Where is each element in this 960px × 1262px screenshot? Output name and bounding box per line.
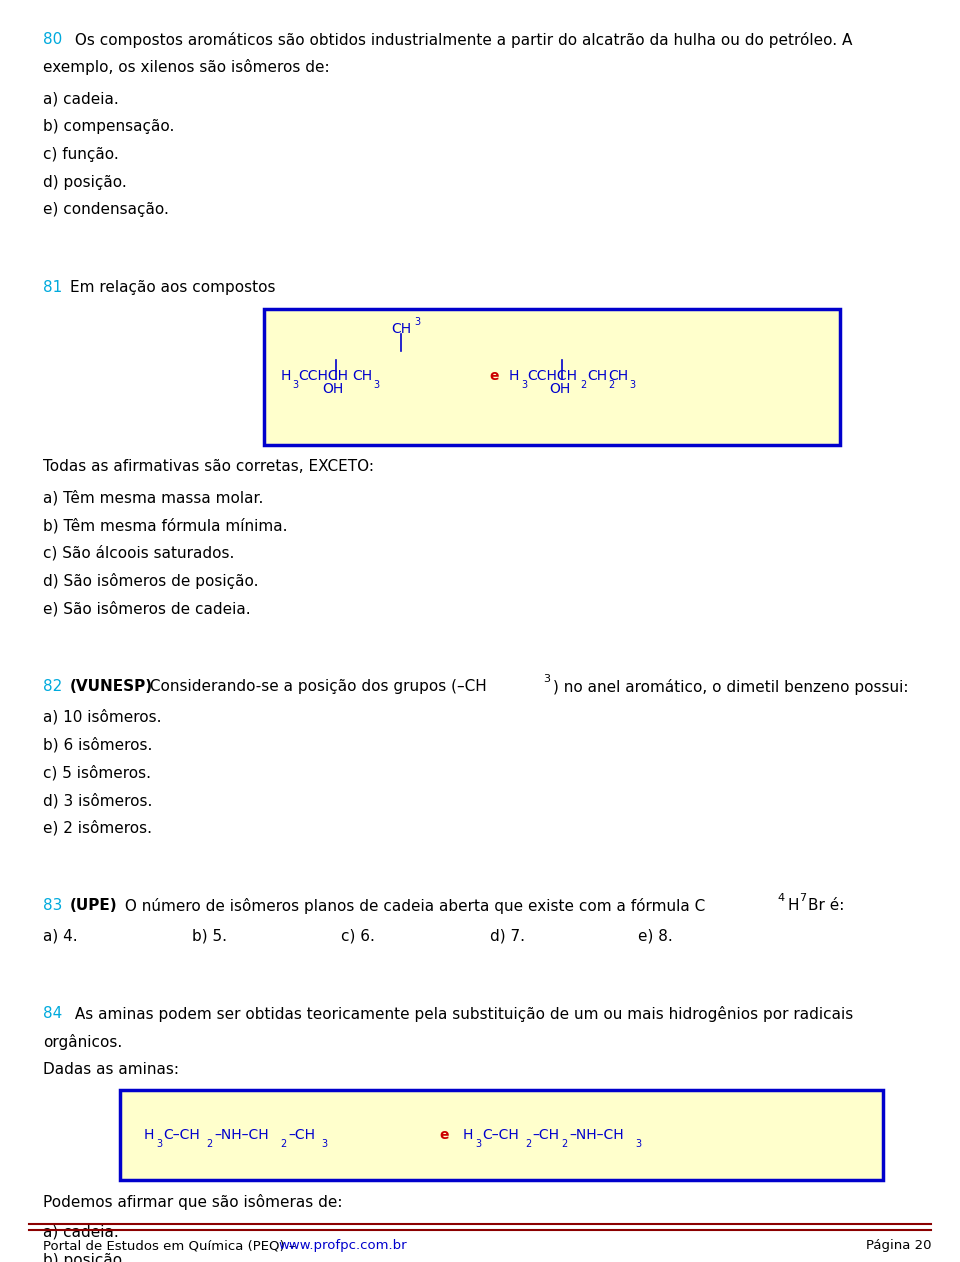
Text: 2: 2: [580, 380, 587, 390]
Text: O número de isômeros planos de cadeia aberta que existe com a fórmula C: O número de isômeros planos de cadeia ab…: [120, 899, 706, 914]
Text: 82: 82: [43, 679, 62, 694]
FancyBboxPatch shape: [120, 1089, 883, 1180]
Text: Em relação aos compostos: Em relação aos compostos: [70, 280, 276, 295]
Text: Todas as afirmativas são corretas, EXCETO:: Todas as afirmativas são corretas, EXCET…: [43, 459, 374, 475]
Text: Dadas as aminas:: Dadas as aminas:: [43, 1061, 180, 1076]
Text: (VUNESP): (VUNESP): [70, 679, 154, 694]
Text: 83: 83: [43, 899, 62, 912]
Text: d) posição.: d) posição.: [43, 174, 127, 189]
Text: 3: 3: [543, 674, 550, 684]
Text: b) 6 isômeros.: b) 6 isômeros.: [43, 737, 153, 752]
Text: H: H: [509, 369, 519, 384]
Text: www.profpc.com.br: www.profpc.com.br: [278, 1239, 407, 1252]
Text: 84: 84: [43, 1006, 62, 1021]
Text: 2: 2: [206, 1138, 213, 1148]
Text: c) 6.: c) 6.: [341, 929, 374, 944]
Text: CH: CH: [588, 369, 608, 384]
Text: 2: 2: [609, 380, 615, 390]
Text: 2: 2: [525, 1138, 532, 1148]
Text: c) 5 isômeros.: c) 5 isômeros.: [43, 765, 151, 780]
Text: –CH: –CH: [533, 1128, 560, 1142]
Text: 3: 3: [293, 380, 299, 390]
Text: CH: CH: [392, 322, 412, 336]
Text: –NH–CH: –NH–CH: [214, 1128, 269, 1142]
Text: exemplo, os xilenos são isômeros de:: exemplo, os xilenos são isômeros de:: [43, 59, 330, 76]
Text: e) 2 isômeros.: e) 2 isômeros.: [43, 820, 153, 835]
Text: 80: 80: [43, 32, 62, 47]
Text: d) 3 isômeros.: d) 3 isômeros.: [43, 793, 153, 808]
Text: 4: 4: [778, 893, 784, 904]
Text: H: H: [787, 899, 799, 912]
Text: Podemos afirmar que são isômeras de:: Podemos afirmar que são isômeras de:: [43, 1194, 343, 1210]
Text: d) 7.: d) 7.: [490, 929, 524, 944]
Text: a) cadeia.: a) cadeia.: [43, 91, 119, 106]
Text: 3: 3: [636, 1138, 641, 1148]
Text: 3: 3: [521, 380, 527, 390]
Text: CH: CH: [609, 369, 629, 384]
Text: OH: OH: [323, 382, 344, 396]
Text: 3: 3: [373, 380, 379, 390]
Text: ) no anel aromático, o dimetil benzeno possui:: ) no anel aromático, o dimetil benzeno p…: [553, 679, 908, 694]
Text: 7: 7: [799, 893, 805, 904]
Text: e) condensação.: e) condensação.: [43, 202, 169, 217]
Text: CH: CH: [352, 369, 372, 384]
Text: 3: 3: [322, 1138, 327, 1148]
Text: 3: 3: [630, 380, 636, 390]
Text: d) São isômeros de posição.: d) São isômeros de posição.: [43, 573, 258, 589]
Text: 3: 3: [415, 317, 420, 327]
Text: b) posição.: b) posição.: [43, 1253, 127, 1262]
Text: b) 5.: b) 5.: [192, 929, 227, 944]
Text: CCHCH: CCHCH: [299, 369, 348, 384]
Text: a) 10 isômeros.: a) 10 isômeros.: [43, 709, 161, 724]
Text: Página 20: Página 20: [866, 1239, 931, 1252]
Text: 81: 81: [43, 280, 62, 295]
Text: e) São isômeros de cadeia.: e) São isômeros de cadeia.: [43, 601, 251, 616]
Text: (UPE): (UPE): [70, 899, 118, 912]
Text: H: H: [144, 1128, 155, 1142]
Text: H: H: [463, 1128, 473, 1142]
Text: e: e: [440, 1128, 449, 1142]
Text: C–CH: C–CH: [482, 1128, 518, 1142]
Text: 2: 2: [562, 1138, 568, 1148]
Text: OH: OH: [549, 382, 570, 396]
Text: a) 4.: a) 4.: [43, 929, 78, 944]
Text: orgânicos.: orgânicos.: [43, 1034, 123, 1050]
Text: b) Têm mesma fórmula mínima.: b) Têm mesma fórmula mínima.: [43, 517, 288, 533]
Text: Br é:: Br é:: [808, 899, 845, 912]
Text: e) 8.: e) 8.: [638, 929, 673, 944]
Text: –CH: –CH: [288, 1128, 315, 1142]
Text: As aminas podem ser obtidas teoricamente pela substituição de um ou mais hidrogê: As aminas podem ser obtidas teoricamente…: [70, 1006, 853, 1022]
Text: Portal de Estudos em Química (PEQ) –: Portal de Estudos em Química (PEQ) –: [43, 1239, 300, 1252]
Text: e: e: [490, 369, 499, 384]
Text: C–CH: C–CH: [163, 1128, 200, 1142]
Text: Considerando-se a posição dos grupos (–CH: Considerando-se a posição dos grupos (–C…: [145, 679, 487, 694]
Text: –NH–CH: –NH–CH: [569, 1128, 624, 1142]
Text: 3: 3: [475, 1138, 481, 1148]
Text: H: H: [280, 369, 291, 384]
Text: Os compostos aromáticos são obtidos industrialmente a partir do alcatrão da hulh: Os compostos aromáticos são obtidos indu…: [70, 32, 852, 48]
FancyBboxPatch shape: [264, 309, 840, 445]
Text: c) São álcoois saturados.: c) São álcoois saturados.: [43, 545, 234, 560]
Text: 2: 2: [280, 1138, 287, 1148]
Text: b) compensação.: b) compensação.: [43, 119, 175, 134]
Text: 3: 3: [156, 1138, 162, 1148]
Text: a) cadeia.: a) cadeia.: [43, 1225, 119, 1239]
Text: a) Têm mesma massa molar.: a) Têm mesma massa molar.: [43, 490, 264, 505]
Text: c) função.: c) função.: [43, 146, 119, 162]
Text: CCHCH: CCHCH: [527, 369, 577, 384]
